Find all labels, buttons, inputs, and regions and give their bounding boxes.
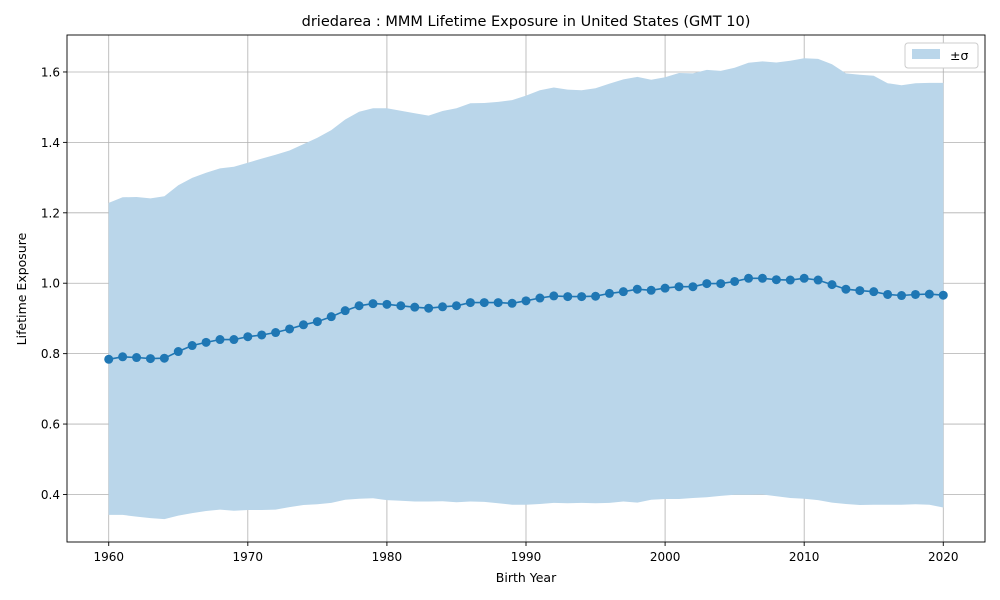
data-point [382, 299, 392, 309]
data-point [521, 296, 531, 306]
data-point [632, 284, 642, 294]
data-point [396, 301, 406, 311]
data-point [479, 298, 489, 308]
x-tick-label: 2000 [650, 550, 681, 564]
x-tick-label: 1970 [233, 550, 264, 564]
data-point [799, 273, 809, 283]
data-point [730, 276, 740, 286]
data-point [243, 332, 253, 342]
y-axis-label: Lifetime Exposure [14, 232, 29, 345]
data-point [577, 292, 587, 302]
data-point [368, 299, 378, 309]
data-point [646, 285, 656, 295]
data-point [618, 287, 628, 297]
data-point [285, 324, 295, 334]
y-tick-label: 0.6 [41, 418, 60, 432]
data-point [173, 347, 183, 357]
x-tick-label: 1980 [372, 550, 403, 564]
data-point [326, 312, 336, 322]
chart-title: driedarea : MMM Lifetime Exposure in Uni… [302, 14, 751, 30]
data-point [312, 317, 322, 327]
data-point [604, 288, 614, 298]
data-point [354, 301, 364, 311]
data-point [660, 283, 670, 293]
data-point [298, 320, 308, 330]
data-point [716, 279, 726, 289]
data-point [910, 289, 920, 299]
data-point [771, 275, 781, 285]
data-point [271, 328, 281, 338]
data-point [132, 353, 142, 363]
data-point [674, 282, 684, 292]
data-point [897, 291, 907, 301]
data-point [591, 291, 601, 301]
data-point [744, 273, 754, 283]
data-point [340, 306, 350, 316]
x-tick-label: 2010 [789, 550, 820, 564]
data-point [563, 292, 573, 302]
data-point [438, 302, 448, 312]
y-tick-label: 1.2 [41, 206, 60, 220]
x-tick-label: 1990 [511, 550, 542, 564]
data-point [702, 279, 712, 289]
data-point [688, 282, 698, 292]
legend: ±σ [904, 42, 979, 69]
data-point [813, 275, 823, 285]
x-axis-label: Birth Year [496, 570, 557, 585]
data-point [257, 330, 267, 340]
data-point [465, 298, 475, 308]
y-tick-label: 0.8 [41, 347, 60, 361]
data-point [451, 301, 461, 311]
y-tick-label: 1.4 [41, 136, 60, 150]
x-tick-label: 1960 [93, 550, 124, 564]
data-point [201, 337, 211, 347]
x-axis-ticks: 1960 1970 1980 1990 2000 2010 2020 [93, 542, 959, 564]
data-point [410, 302, 420, 312]
x-tick-label: 2020 [928, 550, 959, 564]
data-point [938, 290, 948, 300]
data-point [507, 298, 517, 308]
data-point [855, 286, 865, 296]
data-point [785, 275, 795, 285]
std-band-area [108, 58, 944, 520]
data-point [827, 280, 837, 290]
data-point [549, 291, 559, 301]
data-point [104, 354, 114, 364]
data-point [841, 284, 851, 294]
y-axis-ticks: 0.4 0.6 0.8 1.0 1.2 1.4 1.6 [41, 65, 67, 502]
data-point [757, 273, 767, 283]
legend-label-band: ±σ [950, 48, 968, 63]
data-point [493, 298, 503, 308]
data-point [215, 335, 225, 345]
data-point [535, 293, 545, 303]
legend-swatch-band [912, 49, 940, 59]
data-point [159, 353, 169, 363]
y-tick-label: 0.4 [41, 488, 60, 502]
data-point [187, 341, 197, 351]
data-points [104, 273, 948, 364]
y-tick-label: 1.0 [41, 277, 60, 291]
data-point [883, 289, 893, 299]
data-point [145, 354, 155, 364]
data-point [869, 287, 879, 297]
y-tick-label: 1.6 [41, 65, 60, 79]
data-point [424, 303, 434, 313]
data-point [118, 352, 128, 362]
data-point [924, 289, 934, 299]
data-point [229, 335, 239, 345]
